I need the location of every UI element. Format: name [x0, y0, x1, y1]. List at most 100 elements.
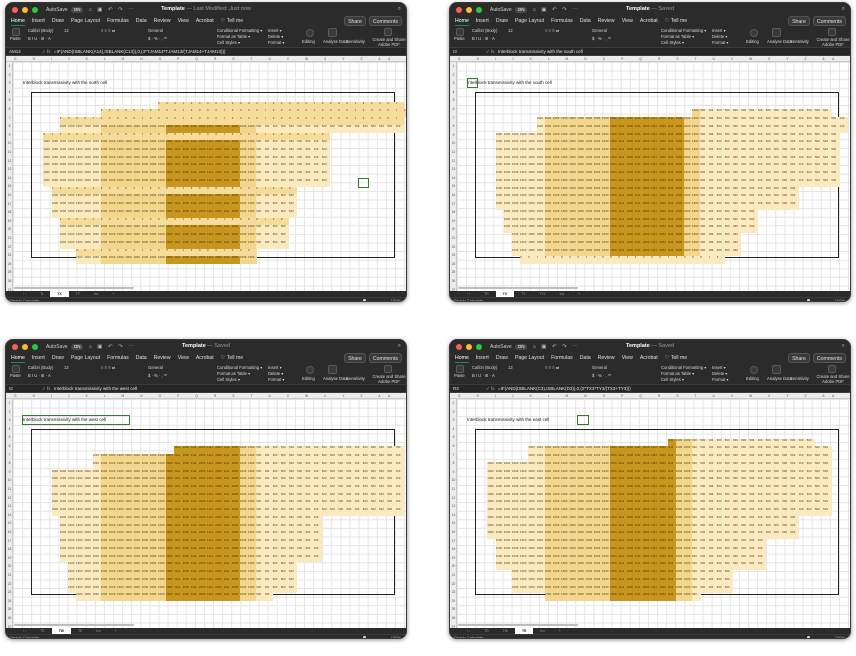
worksheet-grid[interactable]: G H I J K L M N O P Q R S T U V W X Y Z …	[450, 393, 850, 628]
sheet-nav-arrows[interactable]: ‹ ›	[467, 629, 471, 633]
conditional-formatting-button[interactable]: Conditional Formatting ▾	[217, 28, 263, 33]
paste-button[interactable]: Paste	[454, 373, 465, 378]
delete-button[interactable]: Delete ▾	[268, 371, 284, 376]
bold-italic-underline[interactable]: B I U · ⊞ · A	[472, 36, 495, 41]
sheet-tab-ty[interactable]: TY	[521, 292, 526, 296]
sheet-nav-arrows[interactable]: ‹ ›	[23, 292, 27, 296]
format-as-table-button[interactable]: Format as Table ▾	[661, 34, 695, 39]
sensitivity-button[interactable]: Sensitivity	[346, 39, 365, 44]
format-button[interactable]: Format ▾	[268, 40, 285, 45]
formula-input[interactable]: =IF(AND(ISBLANK(A14),ISBLANK(C13)),0,(4*…	[54, 49, 226, 54]
cell-area[interactable]: Interblock transmissivity with the west …	[13, 399, 406, 628]
close-window-button[interactable]	[456, 343, 462, 350]
comments-button[interactable]: Comments	[368, 16, 402, 26]
sheet-tab-tx[interactable]: TX	[495, 291, 515, 297]
sheet-tab-inv[interactable]: Inv	[540, 629, 545, 633]
tab-data[interactable]: Data	[579, 18, 591, 24]
number-format-buttons[interactable]: $ · % · , ⁰⁰	[148, 36, 168, 41]
editing-button[interactable]: Editing	[746, 376, 759, 381]
comments-button[interactable]: Comments	[812, 16, 846, 26]
horizontal-scrollbar[interactable]	[458, 287, 578, 289]
formula-input[interactable]: Interblock transmissivity with the south…	[498, 49, 583, 54]
tab-home[interactable]: Home	[455, 18, 469, 26]
tab-page-layout[interactable]: Page Layout	[514, 355, 545, 361]
tab-insert[interactable]: Insert	[475, 355, 489, 361]
add-sheet-button[interactable]: +	[112, 292, 115, 296]
name-box[interactable]: AM14	[9, 49, 21, 54]
font-size-select[interactable]: 12	[508, 365, 513, 370]
font-name-select[interactable]: Calibri (Body)	[472, 365, 498, 370]
zoom-slider-knob[interactable]	[807, 299, 810, 301]
formula-input[interactable]: =IF(AND(ISBLANK(C3),ISBLANK(D3)),0,(2*TX…	[498, 386, 631, 391]
tab-view[interactable]: View	[177, 355, 189, 361]
tab-home[interactable]: Home	[455, 355, 469, 363]
alignment-group[interactable]: ≡ ≡ ≡ ⇄	[545, 28, 560, 33]
sheet-tab-tw[interactable]: TW	[502, 629, 509, 633]
add-sheet-button[interactable]: +	[578, 292, 581, 296]
cell-styles-button[interactable]: Cell Styles ▾	[217, 377, 241, 382]
format-as-table-button[interactable]: Format as Table ▾	[217, 34, 251, 39]
tab-draw[interactable]: Draw	[495, 18, 508, 24]
zoom-level[interactable]: 100%	[390, 298, 401, 302]
font-name-select[interactable]: Calibri (Body)	[28, 365, 54, 370]
tab-formulas[interactable]: Formulas	[107, 355, 129, 361]
cell-styles-button[interactable]: Cell Styles ▾	[661, 377, 685, 382]
sheet-tab-te[interactable]: TE	[515, 628, 534, 634]
autosave-toggle[interactable]: AutoSave ON	[490, 343, 528, 350]
bold-italic-underline[interactable]: B I U · ⊞ · A	[28, 36, 51, 41]
tab-page-layout[interactable]: Page Layout	[70, 355, 101, 361]
tab-view[interactable]: View	[177, 18, 189, 24]
close-window-button[interactable]	[12, 6, 18, 13]
sheet-tab-inv[interactable]: Inv	[93, 292, 99, 296]
font-size-select[interactable]: 12	[64, 28, 69, 33]
tab-page-layout[interactable]: Page Layout	[70, 18, 101, 24]
zoom-window-button[interactable]	[32, 343, 38, 350]
insert-button[interactable]: Insert ▾	[712, 28, 726, 33]
sheet-nav-arrows[interactable]: ‹ ›	[467, 292, 471, 296]
tab-page-layout[interactable]: Page Layout	[514, 18, 545, 24]
tab-review[interactable]: Review	[597, 18, 615, 24]
alignment-group[interactable]: ≡ ≡ ≡ ⇄	[545, 365, 560, 370]
status-calculate[interactable]: Calculate	[22, 635, 40, 639]
autosave-state[interactable]: ON	[70, 6, 84, 13]
sheet-tab-tx[interactable]: TX	[50, 291, 69, 297]
format-as-table-button[interactable]: Format as Table ▾	[661, 371, 695, 376]
tab-draw[interactable]: Draw	[51, 355, 64, 361]
delete-button[interactable]: Delete ▾	[712, 34, 728, 39]
number-format-select[interactable]: General	[592, 28, 607, 33]
number-format-select[interactable]: General	[148, 365, 163, 370]
tab-home[interactable]: Home	[11, 18, 25, 26]
create-share-pdf-button[interactable]: Create and Share Adobe PDF	[816, 37, 850, 47]
fx-icon[interactable]: ✓ fx	[486, 49, 495, 54]
paste-button[interactable]: Paste	[10, 36, 21, 41]
format-button[interactable]: Format ▾	[268, 377, 285, 382]
autosave-toggle[interactable]: AutoSave ON	[46, 6, 84, 13]
tab-data[interactable]: Data	[579, 355, 591, 361]
selected-cell[interactable]	[467, 78, 478, 89]
sheet-tab-tw[interactable]: TW	[51, 628, 72, 634]
minimize-window-button[interactable]	[466, 343, 472, 350]
alignment-group[interactable]: ≡ ≡ ≡ ⇄	[101, 365, 116, 370]
font-size-select[interactable]: 12	[64, 365, 69, 370]
tab-draw[interactable]: Draw	[495, 355, 508, 361]
analyse-data-button[interactable]: Analyse Data	[767, 39, 792, 44]
zoom-window-button[interactable]	[476, 343, 482, 350]
search-icon[interactable]: ⌕	[841, 6, 845, 12]
minimize-window-button[interactable]	[466, 6, 472, 13]
sheet-nav-arrows[interactable]: ‹ ›	[23, 629, 27, 633]
number-format-select[interactable]: General	[148, 28, 163, 33]
create-share-pdf-button[interactable]: Create and Share Adobe PDF	[372, 374, 406, 384]
status-calculate[interactable]: Calculate	[466, 635, 484, 639]
sensitivity-button[interactable]: Sensitivity	[790, 39, 809, 44]
tab-data[interactable]: Data	[135, 18, 147, 24]
close-window-button[interactable]	[12, 343, 18, 350]
sheet-tab-inv[interactable]: Inv	[559, 292, 565, 296]
zoom-slider-knob[interactable]	[363, 636, 366, 638]
cell-area[interactable]: Interblock transmissivity with the south…	[457, 62, 850, 291]
tab-acrobat[interactable]: Acrobat	[195, 18, 214, 24]
create-share-pdf-button[interactable]: Create and Share Adobe PDF	[816, 374, 850, 384]
worksheet-grid[interactable]: G H I J K L M N O P Q R S T U V W X Y Z …	[6, 393, 406, 628]
tab-review[interactable]: Review	[597, 355, 615, 361]
font-name-select[interactable]: Calibri (Body)	[28, 28, 54, 33]
bold-italic-underline[interactable]: B I U · ⊞ · A	[28, 373, 51, 378]
